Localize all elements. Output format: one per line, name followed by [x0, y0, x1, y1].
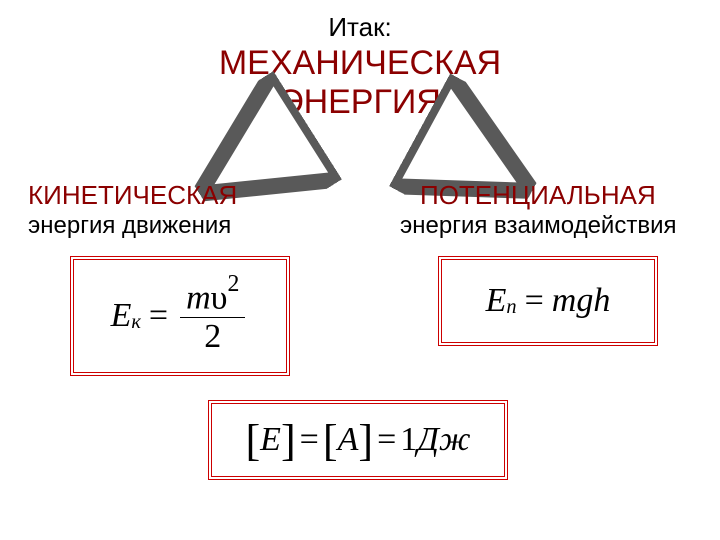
lbracket2-icon: [ [323, 415, 338, 466]
pe-g: g [576, 282, 593, 320]
equals-icon: = [300, 421, 319, 459]
units-A: A [338, 421, 359, 459]
formula-potential-box: En = mgh [438, 256, 658, 346]
formula-kinetic-box: Eк = mυ2 2 [70, 256, 290, 376]
units-E: E [260, 421, 281, 459]
formula-units: [E] = [A] = 1Дж [245, 415, 470, 466]
formula-potential: En = mgh [486, 282, 611, 320]
kinetic-sub: энергия движения [28, 212, 231, 240]
rbracket1-icon: ] [281, 415, 296, 466]
ke-fraction: mυ2 2 [180, 278, 245, 354]
equals-icon: = [377, 421, 396, 459]
arrow-left [240, 130, 300, 168]
rbracket2-icon: ] [358, 415, 373, 466]
lbracket1-icon: [ [245, 415, 260, 466]
equals-icon: = [149, 297, 168, 335]
ke-E: E [111, 297, 132, 335]
equals-icon: = [525, 282, 544, 320]
ke-m: m [186, 279, 211, 316]
pe-E-sub: n [506, 296, 516, 319]
pe-m: m [552, 282, 577, 320]
ke-v: υ [211, 279, 228, 316]
pe-h: h [593, 282, 610, 320]
pe-E: E [486, 282, 507, 320]
potential-heading: ПОТЕНЦИАЛЬНАЯ [420, 180, 656, 211]
arrow-right [420, 130, 490, 168]
kinetic-heading: КИНЕТИЧЕСКАЯ [28, 180, 237, 211]
units-one: 1 [400, 421, 417, 459]
ke-den: 2 [198, 320, 227, 354]
formula-units-box: [E] = [A] = 1Дж [208, 400, 508, 480]
ke-exp: 2 [228, 271, 240, 297]
formula-kinetic: Eк = mυ2 2 [111, 278, 250, 354]
potential-sub: энергия взаимодействия [400, 212, 676, 240]
units-J: Дж [417, 421, 470, 459]
ke-E-sub: к [131, 311, 141, 334]
